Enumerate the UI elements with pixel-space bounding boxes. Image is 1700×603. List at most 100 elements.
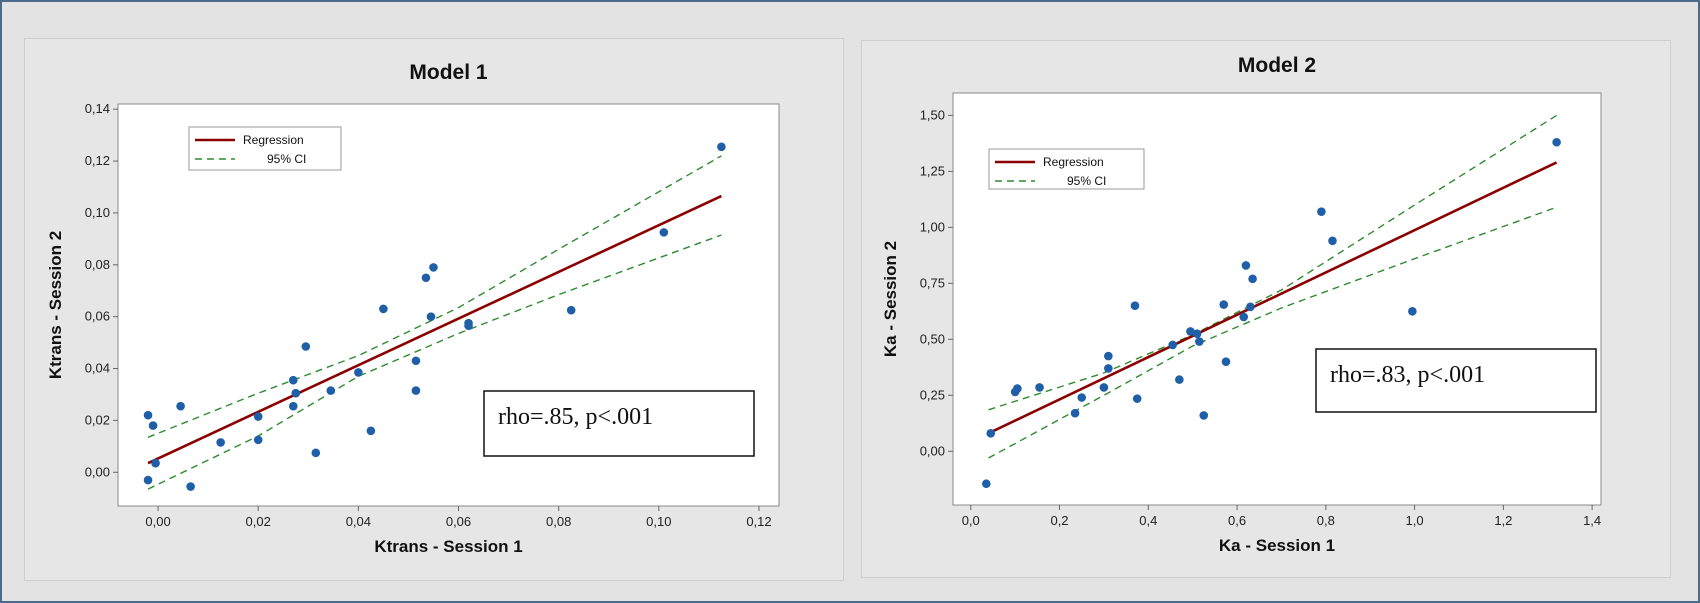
data-point bbox=[288, 375, 298, 385]
y-tick-label: 0,75 bbox=[920, 275, 945, 290]
y-tick-label: 0,06 bbox=[85, 309, 110, 324]
y-tick-label: 0,02 bbox=[85, 412, 110, 427]
data-point bbox=[717, 142, 726, 152]
data-point bbox=[379, 304, 388, 314]
x-tick-label: 0,00 bbox=[145, 514, 170, 529]
chart-title: Model 2 bbox=[1238, 54, 1316, 77]
x-tick-label: 0,12 bbox=[746, 514, 771, 529]
y-tick-label: 0,25 bbox=[920, 387, 945, 402]
x-tick-label: 1,4 bbox=[1583, 513, 1601, 528]
x-tick-label: 1,2 bbox=[1494, 513, 1512, 528]
data-point bbox=[1168, 340, 1177, 350]
y-tick-label: 0,08 bbox=[85, 257, 110, 272]
data-point bbox=[566, 305, 576, 315]
data-point bbox=[411, 356, 421, 366]
x-tick-label: 0,10 bbox=[646, 514, 671, 529]
x-tick-label: 0,2 bbox=[1050, 513, 1068, 528]
y-tick-label: 0,00 bbox=[920, 443, 945, 458]
chart-title: Model 1 bbox=[409, 61, 487, 84]
y-axis-label: Ka - Session 2 bbox=[881, 241, 900, 357]
data-point bbox=[288, 401, 298, 411]
y-tick-label: 0,14 bbox=[85, 101, 110, 116]
data-point bbox=[326, 386, 336, 395]
data-point bbox=[981, 479, 991, 489]
y-tick-label: 0,10 bbox=[85, 205, 110, 220]
data-point bbox=[1104, 351, 1113, 361]
y-tick-label: 1,00 bbox=[920, 219, 945, 234]
y-axis-label: Ktrans - Session 2 bbox=[46, 231, 65, 379]
x-tick-label: 1,0 bbox=[1406, 513, 1424, 528]
data-point bbox=[253, 435, 263, 445]
legend-box bbox=[188, 126, 342, 171]
x-tick-label: 0,08 bbox=[546, 514, 571, 529]
ci-lower-line bbox=[147, 234, 722, 490]
data-point bbox=[421, 273, 431, 283]
data-point bbox=[1104, 364, 1113, 373]
data-point bbox=[1246, 302, 1255, 312]
data-point bbox=[186, 482, 195, 491]
data-point bbox=[1408, 307, 1417, 316]
data-point bbox=[1132, 394, 1142, 403]
chart-svg-1: Model 1 0,00 0,02 0,04 0,06 0,08 0,10 0,12 0,00 0… bbox=[46, 61, 780, 556]
annotation-text: rho=.83, p<.001 bbox=[1330, 362, 1485, 388]
data-point bbox=[1186, 327, 1195, 336]
data-point bbox=[291, 388, 301, 398]
data-point bbox=[301, 342, 311, 351]
x-tick-label: 0,0 bbox=[962, 513, 980, 528]
x-tick-label: 0,06 bbox=[446, 514, 471, 529]
regression-line bbox=[147, 194, 722, 465]
data-point bbox=[1077, 393, 1087, 402]
chart-svg-2: Model 2 0,0 0,2 0,4 0,6 0,8 1,0 1,2 1,4 0,00 0,25 0… bbox=[881, 54, 1602, 555]
legend-ci-label: 95% CI bbox=[267, 152, 306, 166]
data-point bbox=[1221, 357, 1231, 366]
data-point bbox=[151, 458, 160, 468]
ci-lower-line bbox=[988, 206, 1557, 459]
data-point bbox=[1130, 301, 1140, 311]
legend-regression-label: Regression bbox=[1043, 155, 1104, 169]
data-point bbox=[411, 386, 421, 395]
data-point bbox=[1175, 375, 1184, 384]
data-point bbox=[986, 429, 996, 438]
x-tick-label: 0,4 bbox=[1139, 513, 1157, 528]
data-point bbox=[659, 228, 669, 237]
y-tick-label: 0,00 bbox=[85, 464, 110, 479]
regression-line bbox=[987, 161, 1558, 435]
plot-area bbox=[952, 92, 1602, 506]
data-point bbox=[1239, 312, 1249, 322]
y-tick-label: 1,50 bbox=[920, 107, 945, 122]
chart-panel-model-1: Model 1 0,00 0,02 0,04 0,06 0,08 0,10 0,12 0,00 0… bbox=[24, 38, 844, 581]
legend-ci-label: 95% CI bbox=[1067, 174, 1106, 188]
data-point bbox=[1013, 384, 1022, 393]
chart-panel-model-2: Model 2 0,0 0,2 0,4 0,6 0,8 1,0 1,2 1,4 0,00 0,25 0… bbox=[861, 40, 1671, 578]
x-tick-label: 0,8 bbox=[1317, 513, 1335, 528]
data-point bbox=[1328, 236, 1337, 246]
data-point bbox=[1035, 383, 1044, 392]
data-point bbox=[216, 438, 225, 447]
data-point bbox=[1070, 408, 1080, 418]
x-axis-label: Ka - Session 1 bbox=[1219, 536, 1335, 555]
data-point bbox=[1241, 261, 1251, 270]
annotation-box bbox=[483, 390, 755, 457]
y-tick-label: 0,50 bbox=[920, 331, 945, 346]
data-point bbox=[1099, 383, 1109, 392]
data-point bbox=[1195, 337, 1204, 346]
annotation-box bbox=[1315, 348, 1597, 413]
ci-upper-line bbox=[988, 114, 1557, 411]
x-tick-label: 0,02 bbox=[246, 514, 271, 529]
data-point bbox=[1199, 411, 1209, 420]
data-point bbox=[464, 321, 473, 331]
data-point bbox=[1248, 274, 1257, 284]
data-point bbox=[176, 401, 185, 411]
data-point bbox=[143, 410, 153, 420]
data-point bbox=[429, 263, 438, 272]
x-tick-label: 0,6 bbox=[1228, 513, 1246, 528]
data-point bbox=[1552, 137, 1561, 147]
data-point bbox=[148, 421, 158, 430]
data-point bbox=[253, 412, 263, 421]
legend-box bbox=[988, 148, 1145, 190]
data-point bbox=[1192, 329, 1202, 339]
ci-upper-line bbox=[147, 155, 722, 438]
data-point bbox=[311, 448, 321, 458]
annotation-text: rho=.85, p<.001 bbox=[498, 404, 653, 430]
